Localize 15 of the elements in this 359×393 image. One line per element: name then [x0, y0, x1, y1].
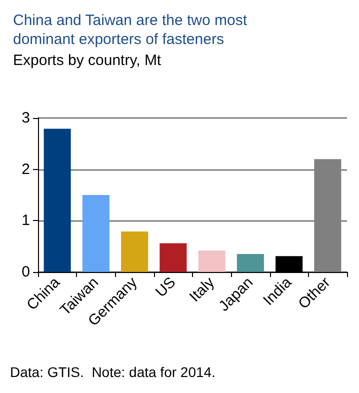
bar — [44, 128, 71, 272]
y-tick-label: 0 — [22, 264, 30, 280]
bar — [236, 254, 264, 272]
chart-title: China and Taiwan are the two most dominant exporters of fasteners — [13, 12, 248, 48]
text: Data: GTIS. Note: data for 2014. — [10, 364, 216, 380]
chart-subtitle: Exports by country, Mt — [13, 52, 162, 69]
bar — [121, 231, 148, 272]
y-tick-label: 2 — [22, 160, 30, 178]
x-tick-label: US — [152, 274, 180, 301]
bar — [82, 195, 110, 272]
bar — [160, 243, 187, 272]
y-tick-label: 1 — [22, 212, 30, 230]
x-tick-label: Italy — [186, 274, 218, 306]
y-tick-label: 3 — [22, 110, 30, 126]
bar — [198, 250, 226, 272]
